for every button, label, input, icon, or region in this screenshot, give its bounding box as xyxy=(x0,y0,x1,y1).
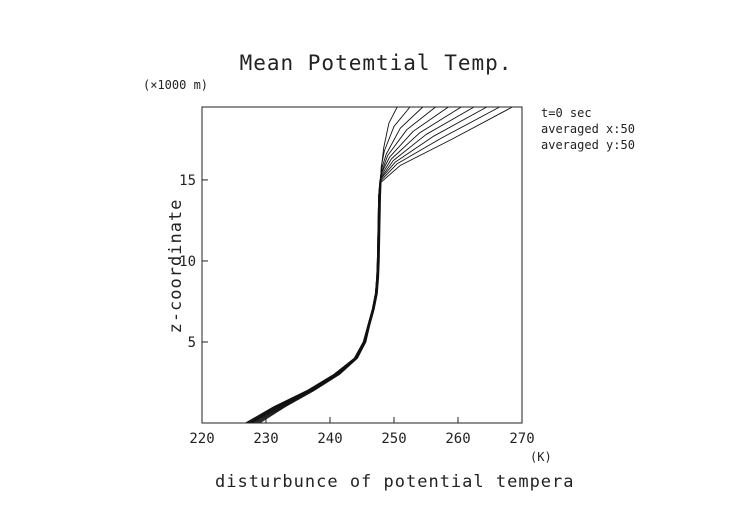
annotation-block: t=0 sec averaged x:50 averaged y:50 xyxy=(541,106,635,152)
x-tick-label: 240 xyxy=(317,431,342,447)
y-tick-label: 10 xyxy=(179,254,196,270)
series-line-7 xyxy=(247,106,488,424)
series-line-9 xyxy=(245,106,513,424)
x-unit-label: (K) xyxy=(530,450,552,464)
x-tick-label: 260 xyxy=(445,431,470,447)
x-tick-label: 270 xyxy=(509,431,534,447)
y-unit-label: (×1000 m) xyxy=(143,78,208,92)
y-axis: 5 10 15 xyxy=(179,173,208,351)
plot-frame xyxy=(201,106,523,424)
series-line-2 xyxy=(255,106,424,424)
y-tick-label: 15 xyxy=(179,173,196,189)
y-tick-label: 5 xyxy=(188,335,196,351)
x-axis: 220 230 240 250 260 270 xyxy=(189,417,535,447)
annotation-averaged-y: averaged y:50 xyxy=(541,138,635,152)
series-line-4 xyxy=(251,106,449,424)
series-line-5 xyxy=(250,106,462,424)
x-axis-label: disturbunce of potential tempera xyxy=(215,472,575,492)
series-line-3 xyxy=(253,106,436,424)
annotation-time: t=0 sec xyxy=(541,106,592,120)
x-tick-label: 250 xyxy=(381,431,406,447)
chart-title: Mean Potemtial Temp. xyxy=(240,51,513,75)
series-line-6 xyxy=(249,106,475,424)
series-layer xyxy=(245,106,513,424)
series-line-8 xyxy=(246,106,500,424)
x-tick-label: 220 xyxy=(189,431,214,447)
series-line-0 xyxy=(259,106,398,424)
x-tick-label: 230 xyxy=(253,431,278,447)
y-axis-label: z-coordinate xyxy=(166,199,186,334)
annotation-averaged-x: averaged x:50 xyxy=(541,122,635,136)
